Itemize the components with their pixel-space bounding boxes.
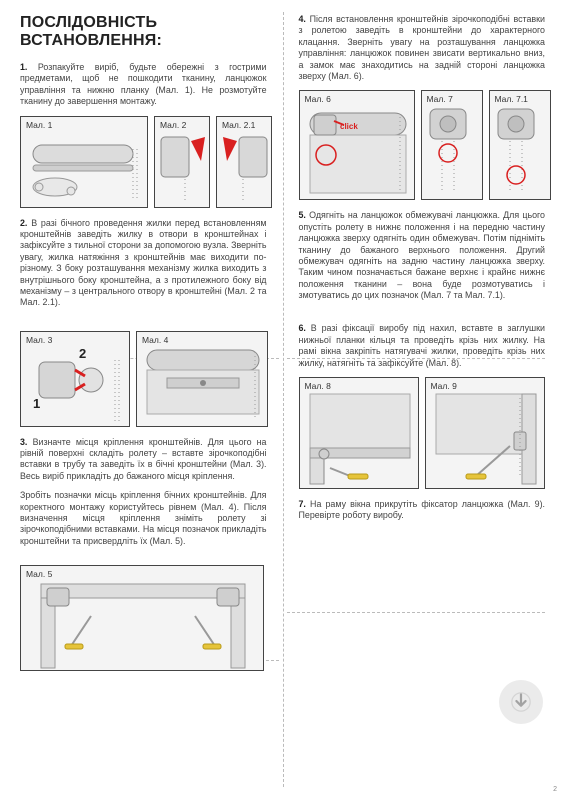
- figure-7-svg: [422, 91, 484, 201]
- page-title: ПОСЛІДОВНІСТЬ ВСТАНОВЛЕННЯ:: [20, 14, 267, 50]
- figure-3-svg: 1 2: [21, 332, 131, 428]
- figure-5: Мал. 5: [20, 565, 264, 671]
- fig-row-4: Мал. 6 click Мал. 7: [299, 90, 546, 200]
- figure-4-caption: Мал. 4: [142, 335, 168, 345]
- figure-6-caption: Мал. 6: [305, 94, 331, 104]
- spacer: [20, 555, 267, 565]
- step-5-text: 5. Одягніть на ланцюжок обмежувачі ланцю…: [299, 210, 546, 301]
- step-6-text: 6. В разі фіксації виробу під нахил, вст…: [299, 323, 546, 369]
- figure-2-caption: Мал. 2: [160, 120, 186, 130]
- fig-row-2: Мал. 3 1 2 Мал. 4: [20, 331, 267, 427]
- step-4-text: 4. Після встановлення кронштейнів зірочк…: [299, 14, 546, 82]
- figure-4: Мал. 4: [136, 331, 268, 427]
- step-3a-body: Визначте місця кріплення кронштейнів. Дл…: [20, 437, 267, 481]
- step-1-body: Розпакуйте виріб, будьте обережні з гост…: [20, 62, 267, 106]
- figure-2-svg: [155, 117, 211, 209]
- spacer: [299, 309, 546, 323]
- figure-7-1-svg: [490, 91, 552, 201]
- step-3b-text: Зробіть позначки місць кріплення бічних …: [20, 490, 267, 547]
- figure-2-1-caption: Мал. 2.1: [222, 120, 255, 130]
- step-4-body: Після встановлення кронштейнів зірочкопо…: [299, 14, 546, 81]
- figure-9-caption: Мал. 9: [431, 381, 457, 391]
- right-hsep-1: [287, 358, 546, 359]
- svg-text:2: 2: [79, 346, 86, 361]
- step-6-body: В разі фіксації виробу під нахил, вставт…: [299, 323, 546, 367]
- page-number: 2: [553, 786, 557, 793]
- figure-5-svg: [21, 566, 265, 672]
- step-2-text: 2. В разі бічного проведення жилки перед…: [20, 218, 267, 309]
- figure-8-svg: [300, 378, 420, 490]
- step-2-body: В разі бічного проведення жилки перед вс…: [20, 218, 267, 308]
- figure-2-1-svg: [217, 117, 273, 209]
- figure-1-caption: Мал. 1: [26, 120, 52, 130]
- figure-7-1: Мал. 7.1: [489, 90, 551, 200]
- step-3b-body: Зробіть позначки місць кріплення бічних …: [20, 490, 267, 546]
- instruction-page: ПОСЛІДОВНІСТЬ ВСТАНОВЛЕННЯ: 1. Розпакуйт…: [0, 0, 565, 799]
- figure-9: Мал. 9: [425, 377, 545, 489]
- figure-5-caption: Мал. 5: [26, 569, 52, 579]
- fig-row-1: Мал. 1 Мал. 2: [20, 116, 267, 208]
- right-hsep-2: [287, 612, 546, 613]
- figure-8: Мал. 8: [299, 377, 419, 489]
- figure-2: Мал. 2: [154, 116, 210, 208]
- svg-text:1: 1: [33, 396, 40, 411]
- left-column: ПОСЛІДОВНІСТЬ ВСТАНОВЛЕННЯ: 1. Розпакуйт…: [0, 0, 283, 799]
- right-column: 4. Після встановлення кронштейнів зірочк…: [283, 0, 565, 799]
- step-7-body: На раму вікна прикрутіть фіксатор ланцюж…: [299, 499, 546, 520]
- step-7-text: 7. На раму вікна прикрутіть фіксатор лан…: [299, 499, 546, 522]
- figure-6-svg: click: [300, 91, 416, 201]
- figure-7-1-caption: Мал. 7.1: [495, 94, 528, 104]
- step-3a-text: 3. Визначте місця кріплення кронштейнів.…: [20, 437, 267, 483]
- figure-1-svg: [21, 117, 149, 209]
- figure-7: Мал. 7: [421, 90, 483, 200]
- figure-3: Мал. 3 1 2: [20, 331, 130, 427]
- watermark-icon: [499, 680, 543, 724]
- figure-6: Мал. 6 click: [299, 90, 415, 200]
- figure-4-svg: [137, 332, 269, 428]
- figure-9-svg: [426, 378, 546, 490]
- figure-1: Мал. 1: [20, 116, 148, 208]
- spacer: [20, 317, 267, 331]
- fig-row-3: Мал. 5: [20, 565, 267, 671]
- figure-3-caption: Мал. 3: [26, 335, 52, 345]
- svg-text:click: click: [340, 122, 358, 131]
- step-1-text: 1. Розпакуйте виріб, будьте обережні з г…: [20, 62, 267, 108]
- figure-2-1: Мал. 2.1: [216, 116, 272, 208]
- fig-row-5: Мал. 8 Мал. 9: [299, 377, 546, 489]
- step-5-body: Одягніть на ланцюжок обмежувачі ланцюжка…: [299, 210, 546, 300]
- figure-7-caption: Мал. 7: [427, 94, 453, 104]
- figure-8-caption: Мал. 8: [305, 381, 331, 391]
